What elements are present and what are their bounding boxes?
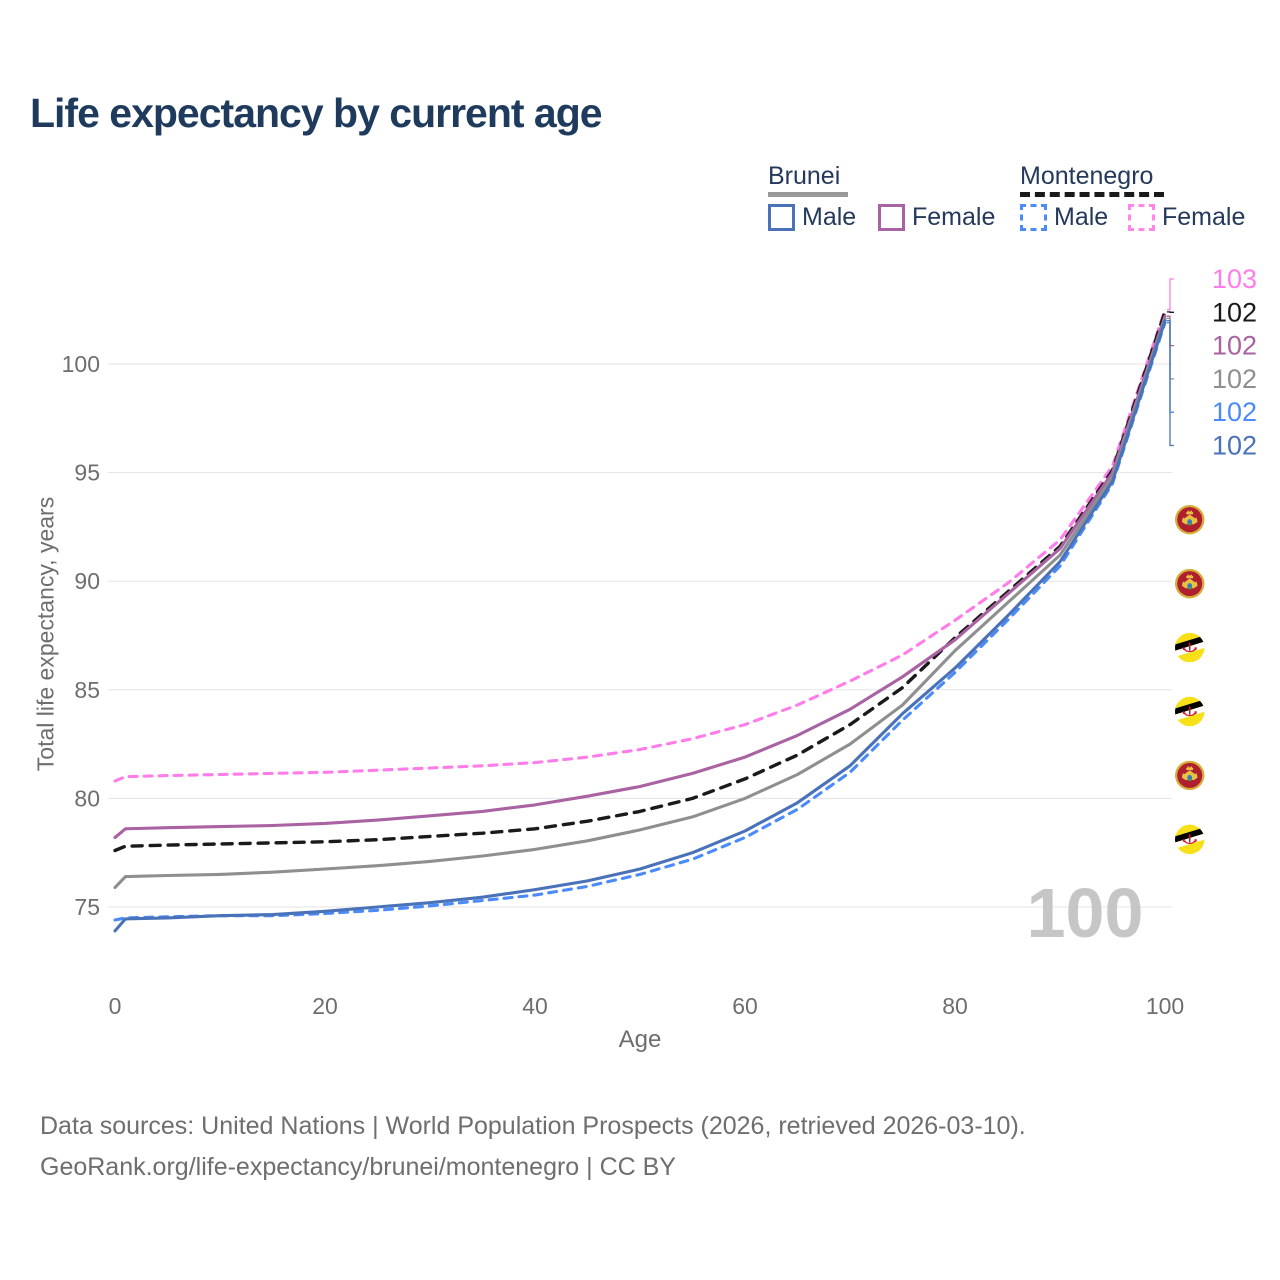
montenegro-flag-icon (1175, 504, 1205, 535)
gridlines (108, 363, 1172, 908)
x-tick-80: 80 (942, 993, 968, 1019)
end-label-connectors (1167, 278, 1174, 447)
x-tick-20: 20 (312, 993, 338, 1019)
brunei-flag-icon (1168, 633, 1210, 662)
legend-item-brunei-male[interactable]: Male (768, 203, 856, 232)
y-tick-90: 90 (74, 568, 100, 594)
montenegro-flag-icon (1175, 568, 1205, 599)
end-label-row-brunei-male[interactable]: 102 (1168, 431, 1257, 855)
y-tick-100: 100 (62, 351, 100, 377)
legend-item-montenegro-female[interactable]: Female (1128, 203, 1245, 232)
end-label-value: 102 (1212, 331, 1257, 361)
series-line-montenegro-male[interactable] (113, 321, 1167, 922)
footer: Data sources: United Nations | World Pop… (40, 1106, 1026, 1188)
series-line-brunei-both[interactable] (113, 316, 1167, 890)
end-label-row-montenegro-male[interactable]: 102 (1175, 397, 1257, 791)
page-title: Life expectancy by current age (30, 90, 603, 136)
x-tick-100: 100 (1146, 993, 1184, 1019)
end-label-row-montenegro-female[interactable]: 103 (1175, 264, 1257, 535)
y-axis-title: Total life expectancy, years (32, 496, 59, 772)
connector-brunei-male (1167, 319, 1174, 447)
end-label-row-brunei-both[interactable]: 102 (1168, 364, 1257, 726)
y-tick-75: 75 (74, 894, 100, 920)
brunei-female-swatch-icon[interactable] (878, 204, 905, 231)
montenegro-flag-icon (1175, 760, 1205, 791)
connector-montenegro-female (1167, 278, 1174, 311)
legend-item-brunei-female[interactable]: Female (878, 203, 995, 232)
axis-tick-labels: 75 80 85 90 95 100 0 20 40 60 80 100 (62, 351, 1185, 1019)
footer-citation: GeoRank.org/life-expectancy/brunei/monte… (40, 1153, 676, 1181)
y-tick-80: 80 (74, 785, 100, 811)
montenegro-male-swatch-icon[interactable] (1020, 204, 1047, 231)
series-line-brunei-male[interactable] (113, 319, 1167, 933)
end-label-value: 102 (1212, 364, 1257, 394)
end-label-row-montenegro-both[interactable]: 102 (1175, 297, 1257, 599)
x-axis-title: Age (618, 1026, 662, 1053)
legend-underline-brunei (768, 192, 848, 197)
legend-group-brunei[interactable]: Brunei (768, 162, 841, 190)
brunei-flag-icon (1168, 697, 1210, 726)
x-tick-60: 60 (732, 993, 758, 1019)
end-label-row-brunei-female[interactable]: 102 (1168, 331, 1257, 663)
end-label-value: 102 (1212, 397, 1257, 427)
legend-underline-montenegro (1020, 192, 1164, 197)
footer-sources: Data sources: United Nations | World Pop… (40, 1112, 1026, 1140)
series-lines (113, 308, 1167, 933)
legend-item-montenegro-male[interactable]: Male (1020, 203, 1108, 232)
age-watermark: 100 (1027, 874, 1144, 952)
brunei-flag-icon (1168, 825, 1210, 854)
y-tick-85: 85 (74, 677, 100, 703)
y-tick-95: 95 (74, 460, 100, 486)
legend-group-montenegro[interactable]: Montenegro (1020, 162, 1154, 190)
brunei-male-swatch-icon[interactable] (768, 204, 795, 231)
end-label-value: 102 (1212, 297, 1257, 327)
montenegro-female-swatch-icon[interactable] (1128, 204, 1155, 231)
end-label-value: 103 (1212, 264, 1257, 294)
watermark: 100 (1027, 874, 1144, 952)
series-line-brunei-female[interactable] (113, 314, 1167, 840)
series-line-montenegro-both[interactable] (113, 310, 1167, 853)
x-tick-0: 0 (109, 993, 122, 1019)
series-line-montenegro-female[interactable] (113, 308, 1167, 783)
x-tick-40: 40 (522, 993, 548, 1019)
end-label-value: 102 (1212, 431, 1257, 461)
